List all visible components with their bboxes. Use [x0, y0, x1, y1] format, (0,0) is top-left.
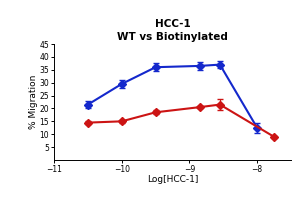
Y-axis label: % Migration: % Migration	[29, 75, 38, 129]
Title: HCC-1
WT vs Biotinylated: HCC-1 WT vs Biotinylated	[117, 19, 228, 42]
X-axis label: Log[HCC-1]: Log[HCC-1]	[147, 175, 198, 184]
